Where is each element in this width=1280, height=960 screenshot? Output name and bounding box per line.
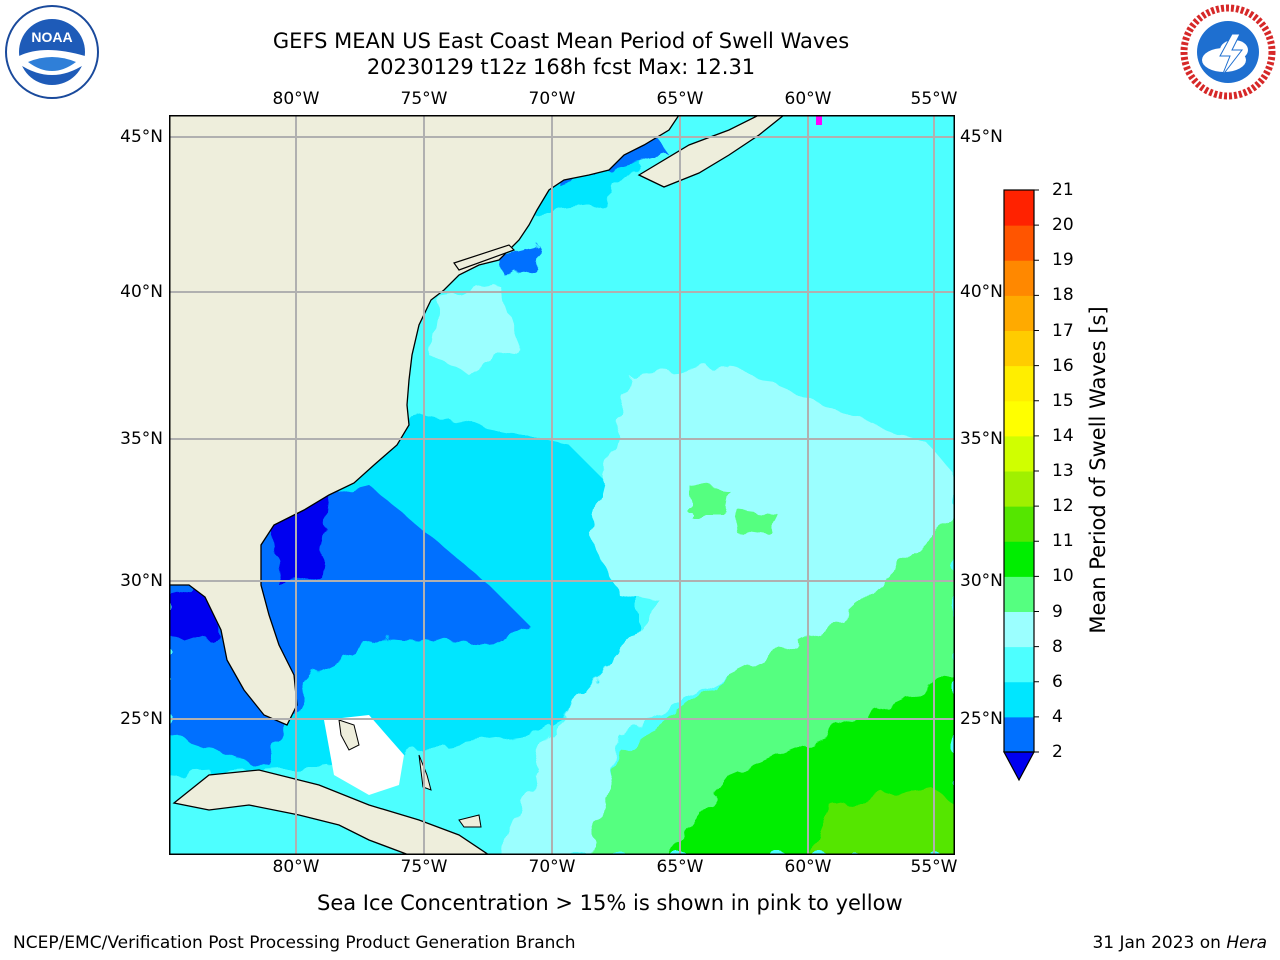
noaa-logo-text: NOAA <box>31 29 72 45</box>
lat-tick-label: 45°N <box>960 127 1003 147</box>
credit-text: NCEP/EMC/Verification Post Processing Pr… <box>13 933 576 953</box>
colorbar-level-label: 4 <box>1052 706 1063 727</box>
colorbar-segment <box>1004 260 1034 296</box>
lon-tick-label: 65°W <box>656 89 704 109</box>
lat-tick-label: 45°N <box>120 127 163 147</box>
colorbar-level-label: 9 <box>1052 601 1063 622</box>
map-frame <box>169 115 955 855</box>
lon-tick-label: 80°W <box>272 857 320 877</box>
lat-tick-label: 25°N <box>120 709 163 729</box>
colorbar <box>1002 189 1039 782</box>
colorbar-level-label: 14 <box>1052 425 1074 446</box>
map-title: GEFS MEAN US East Coast Mean Period of S… <box>272 29 850 53</box>
lon-tick-label: 55°W <box>910 857 958 877</box>
colorbar-segment <box>1004 435 1034 472</box>
machine-name: Hera <box>1226 933 1267 953</box>
lat-tick-label: 35°N <box>960 429 1003 449</box>
colorbar-segment <box>1004 365 1034 402</box>
sea-ice-note: Sea Ice Concentration > 15% is shown in … <box>317 891 903 915</box>
colorbar-segment <box>1004 506 1034 542</box>
colorbar-level-label: 17 <box>1052 320 1074 341</box>
colorbar-level-label: 19 <box>1052 250 1074 271</box>
colorbar-segment <box>1004 471 1034 507</box>
lat-tick-label: 35°N <box>120 429 163 449</box>
lat-tick-label: 30°N <box>120 571 163 591</box>
colorbar-segment <box>1004 681 1034 718</box>
colorbar-level-label: 13 <box>1052 461 1074 481</box>
lon-tick-label: 55°W <box>910 89 958 109</box>
colorbar-segment <box>1004 646 1034 683</box>
lon-tick-label: 60°W <box>784 857 832 877</box>
colorbar-level-label: 20 <box>1052 215 1074 236</box>
date-stamp: 31 Jan 2023 on Hera <box>1092 933 1267 953</box>
map-subtitle: 20230129 t12z 168h fcst Max: 12.31 <box>366 55 756 79</box>
colorbar-level-label: 12 <box>1052 496 1074 517</box>
colorbar-level-label: 8 <box>1052 636 1063 657</box>
lon-tick-label: 65°W <box>656 857 704 877</box>
lon-tick-label: 70°W <box>528 857 576 877</box>
colorbar-level-label: 16 <box>1052 355 1074 376</box>
lon-tick-label: 80°W <box>272 89 320 109</box>
lon-tick-label: 75°W <box>400 89 448 109</box>
colorbar-segment <box>1004 295 1034 331</box>
colorbar-segment <box>1004 716 1034 753</box>
colorbar-segment <box>1004 611 1034 648</box>
colorbar-segment <box>1004 330 1034 367</box>
lat-tick-label: 30°N <box>960 571 1003 591</box>
colorbar-segment <box>1004 190 1034 226</box>
lon-tick-label: 75°W <box>400 857 448 877</box>
colorbar-level-label: 2 <box>1052 742 1063 762</box>
colorbar-level-label: 15 <box>1052 390 1074 411</box>
lon-tick-label: 70°W <box>528 89 576 109</box>
colorbar-extend-arrow <box>1002 751 1036 782</box>
colorbar-title: Mean Period of Swell Waves [s] <box>1086 306 1110 634</box>
colorbar-segment <box>1004 400 1034 437</box>
nws-logo <box>1180 4 1276 100</box>
date-text: 31 Jan 2023 on <box>1092 933 1221 953</box>
lat-tick-label: 25°N <box>960 709 1003 729</box>
colorbar-level-label: 18 <box>1052 285 1074 306</box>
land-cuba <box>172 769 491 855</box>
lat-tick-label: 40°N <box>960 282 1003 302</box>
noaa-logo: NOAA <box>5 5 99 99</box>
graticule <box>169 115 955 855</box>
lat-tick-label: 40°N <box>120 282 163 302</box>
colorbar-level-label: 10 <box>1052 566 1074 587</box>
colorbar-segment <box>1004 576 1034 612</box>
lon-tick-label: 60°W <box>784 89 832 109</box>
colorbar-segment <box>1004 225 1034 261</box>
swell-period-map <box>169 115 955 855</box>
colorbar-level-label: 6 <box>1052 671 1063 692</box>
colorbar-segment <box>1004 541 1034 577</box>
colorbar-level-label: 11 <box>1052 531 1074 552</box>
colorbar-level-label: 21 <box>1052 180 1074 200</box>
